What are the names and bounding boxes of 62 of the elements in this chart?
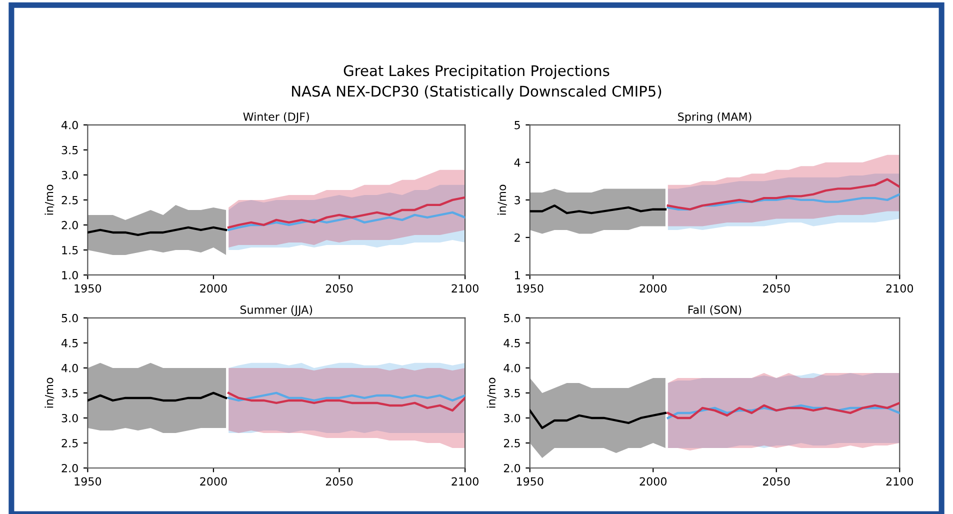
text: Great Lakes Precipitation Projections: [344, 64, 610, 80]
y-tick-label: 3.5: [504, 388, 520, 398]
chart-title: Winter (DJF): [243, 112, 309, 123]
x-tick-label: 2050: [326, 477, 353, 486]
y-tick-label: 4: [514, 158, 520, 167]
y-tick-label: 3.5: [62, 388, 78, 398]
x-tick-label: 2000: [640, 284, 667, 293]
line-series: [530, 204, 667, 214]
line-series: [227, 392, 466, 402]
y-axis-title: in/mo: [44, 378, 54, 408]
line-series: [227, 196, 466, 229]
y-tick-label: 3.0: [62, 414, 78, 422]
x-tick-label: 2050: [326, 284, 353, 293]
y-tick-label: 1.0: [62, 270, 78, 280]
x-tick-label: 2100: [886, 284, 914, 293]
x-tick-label: 1950: [74, 477, 102, 486]
y-tick-label: 5.0: [504, 314, 520, 322]
x-tick-label: 2100: [452, 477, 478, 486]
y-tick-label: 2.0: [62, 220, 78, 230]
x-tick-label: 2000: [200, 477, 227, 486]
chart-title: Fall (SON): [688, 305, 742, 316]
line-series: [88, 392, 228, 402]
line-series: [227, 392, 466, 412]
chart-title: Spring (MAM): [678, 112, 752, 124]
y-tick-label: 4.0: [62, 120, 78, 130]
y-tick-label: 4.5: [62, 339, 78, 348]
line-series: [666, 193, 900, 210]
line-series: [88, 226, 228, 236]
y-tick-label: 5: [514, 121, 520, 130]
y-tick-label: 3: [514, 196, 520, 204]
line-series: [227, 211, 466, 232]
y-axis-title: in/mo: [44, 184, 54, 215]
y-tick-label: 4.5: [504, 339, 520, 348]
y-tick-label: 3.5: [62, 146, 78, 154]
y-axis-title: in/mo: [486, 378, 496, 408]
line-series: [666, 178, 900, 210]
y-tick-label: 1: [514, 271, 520, 280]
text: NASA NEX-DCP30 (Statistically Downscaled CMIP5): [292, 85, 662, 100]
y-tick-label: 2.0: [504, 464, 520, 472]
chart-title: Summer (JJA): [240, 305, 312, 316]
x-tick-label: 2050: [763, 284, 790, 293]
x-tick-label: 1950: [516, 477, 544, 486]
y-tick-label: 3.0: [504, 414, 520, 422]
y-axis-title: in/mo: [497, 184, 507, 215]
y-tick-label: 2.5: [62, 438, 78, 448]
y-tick-label: 5.0: [62, 314, 78, 322]
line-series: [530, 409, 667, 430]
y-tick-label: 2.5: [504, 438, 520, 448]
x-tick-label: 1950: [74, 284, 102, 293]
x-tick-label: 2000: [200, 284, 227, 293]
x-tick-label: 1950: [516, 284, 544, 293]
y-tick-label: 4.0: [504, 364, 520, 372]
y-tick-label: 2: [514, 233, 520, 242]
y-tick-label: 4.0: [62, 364, 78, 372]
x-tick-label: 2000: [640, 477, 667, 486]
x-tick-label: 2050: [763, 477, 790, 486]
x-tick-label: 2100: [452, 284, 478, 293]
y-tick-label: 2.5: [62, 196, 78, 204]
y-tick-label: 1.5: [62, 246, 78, 254]
y-tick-label: 2.0: [62, 464, 78, 472]
y-tick-label: 3.0: [62, 170, 78, 180]
x-tick-label: 2100: [886, 477, 914, 486]
